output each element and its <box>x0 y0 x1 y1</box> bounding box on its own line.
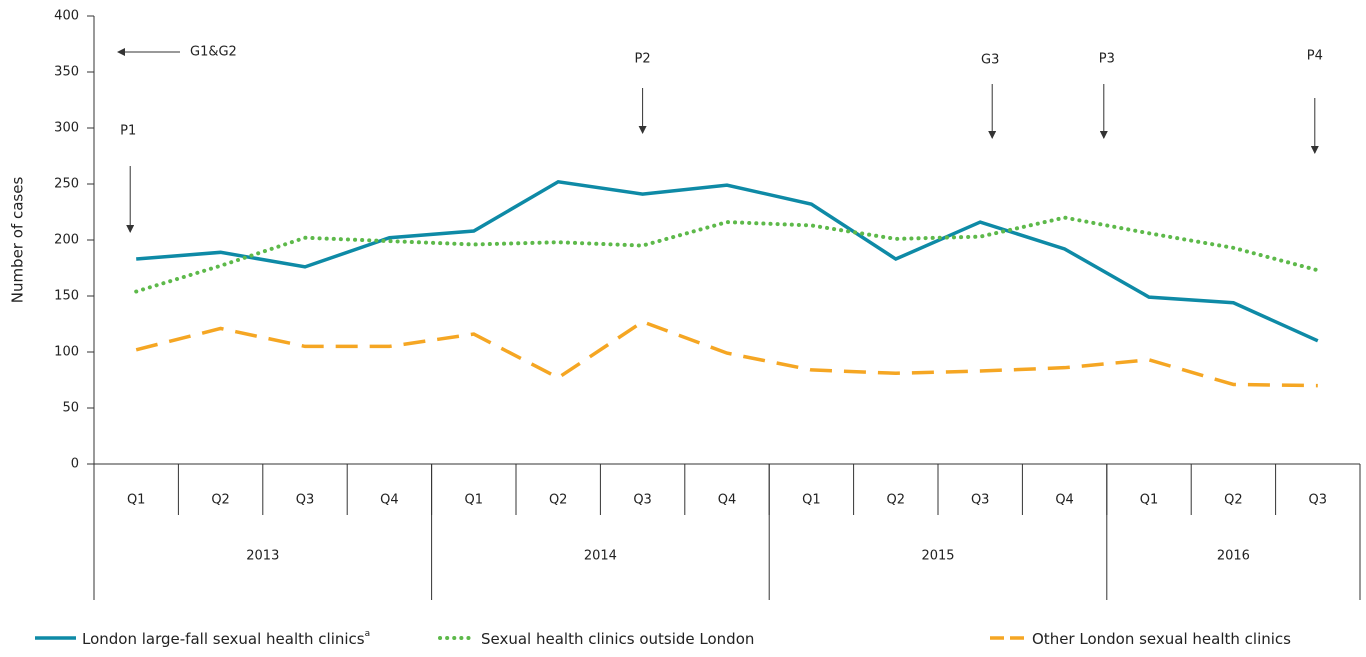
y-axis-label: Number of cases <box>9 177 27 304</box>
x-tick-label: Q2 <box>211 493 230 508</box>
legend-label: Other London sexual health clinics <box>1032 630 1291 648</box>
x-tick-label: Q1 <box>802 493 821 508</box>
year-label: 2015 <box>921 549 954 564</box>
x-tick-label: Q2 <box>887 493 906 508</box>
x-tick-label: Q1 <box>127 493 146 508</box>
y-tick-label: 300 <box>54 121 79 136</box>
x-tick-label: Q3 <box>1309 493 1328 508</box>
x-tick-label: Q2 <box>549 493 568 508</box>
y-tick-label: 150 <box>54 289 79 304</box>
legend-name: Sexual health clinics outside London <box>481 630 754 648</box>
legend-label: London large-fall sexual health clinicsa <box>82 629 370 648</box>
legend-name: Other London sexual health clinics <box>1032 630 1291 648</box>
y-tick-label: 50 <box>62 401 79 416</box>
series-line <box>134 215 1320 294</box>
year-label: 2014 <box>584 549 617 564</box>
x-tick-label: Q4 <box>1055 493 1074 508</box>
year-label: 2016 <box>1217 549 1250 564</box>
legend-name: London large-fall sexual health clinics <box>82 630 365 648</box>
annotation-label: P1 <box>120 124 136 139</box>
y-tick-label: 250 <box>54 177 79 192</box>
legend-label: Sexual health clinics outside London <box>481 630 754 648</box>
annotation-label: P4 <box>1307 49 1323 64</box>
y-tick-label: 350 <box>54 65 79 80</box>
y-tick-label: 0 <box>71 457 79 472</box>
x-tick-label: Q4 <box>718 493 737 508</box>
series-line <box>136 179 1319 343</box>
x-tick-label: Q3 <box>971 493 990 508</box>
x-tick-label: Q1 <box>465 493 484 508</box>
annotation-label: P2 <box>635 52 651 67</box>
x-tick-label: Q3 <box>633 493 652 508</box>
legend-note: a <box>365 629 371 639</box>
x-tick-label: Q2 <box>1224 493 1243 508</box>
x-tick-label: Q3 <box>296 493 315 508</box>
y-tick-label: 100 <box>54 345 79 360</box>
annotation-label: G3 <box>981 53 999 68</box>
annotation-label: P3 <box>1099 52 1115 67</box>
x-tick-label: Q4 <box>380 493 399 508</box>
x-tick-label: Q1 <box>1140 493 1159 508</box>
y-tick-label: 200 <box>54 233 79 248</box>
y-tick-label: 400 <box>54 9 79 24</box>
annotation-label: G1&G2 <box>190 45 237 60</box>
series-line <box>135 319 1318 388</box>
year-label: 2013 <box>246 549 279 564</box>
